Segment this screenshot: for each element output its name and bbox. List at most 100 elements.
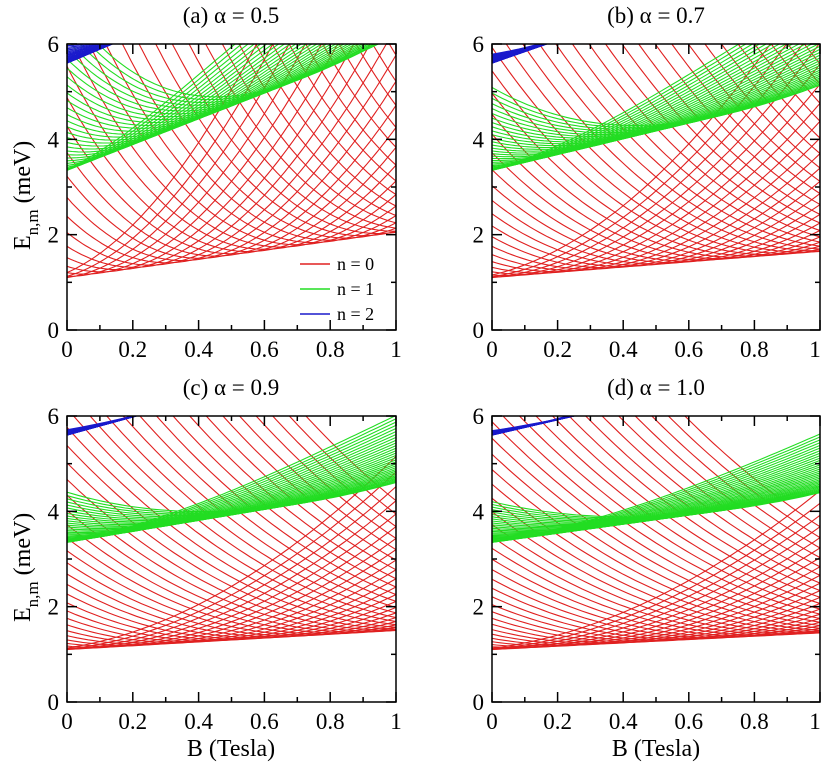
panel-c-n=0-branch bbox=[67, 478, 396, 631]
panel-c-n=0-branch bbox=[67, 583, 396, 639]
panel-d-n=0-branch bbox=[518, 416, 820, 610]
panel-b-n=0-branch bbox=[492, 151, 820, 261]
panel-b-xtick-3: 0.6 bbox=[674, 337, 703, 362]
panel-a-n=1-branch bbox=[67, 44, 308, 153]
panel-b-n=1-branch bbox=[492, 44, 820, 162]
panel-c-n=0-branch bbox=[106, 416, 396, 614]
panel-b-n=0-branch bbox=[492, 199, 820, 265]
panel-c-n=0-branch bbox=[67, 537, 396, 647]
panel-b-n=1-branch bbox=[492, 44, 740, 171]
panel-d-ticks bbox=[491, 415, 821, 703]
panel-b-n=0-branch bbox=[538, 44, 820, 250]
panel-d-n=0-branch bbox=[667, 416, 820, 539]
panel-a-xtick-5: 1 bbox=[390, 337, 402, 362]
panel-a-ticks bbox=[66, 43, 397, 331]
panel-b-n=1-branch bbox=[492, 64, 820, 147]
panel-d-n=2-branch bbox=[492, 416, 575, 432]
panel-b-n=1-branch bbox=[492, 80, 820, 132]
panel-c-n=0-branch bbox=[67, 426, 396, 626]
xlabel-right: B (Tesla) bbox=[612, 736, 700, 762]
panel-c-title: (c) α = 0.9 bbox=[183, 375, 280, 400]
panel-c-n=1-branch bbox=[67, 416, 396, 543]
panel-d-ytick-0: 0 bbox=[473, 690, 485, 715]
ylabel-bottom: En,m (meV) bbox=[10, 513, 42, 622]
panel-c-xtick-5: 1 bbox=[390, 709, 402, 734]
panel-c-n=0-branch bbox=[67, 494, 396, 632]
panel-d-n=0-branch bbox=[492, 421, 820, 620]
panel-a-xtick-3: 0.6 bbox=[250, 337, 279, 362]
panel-a-n=0-branch bbox=[67, 125, 396, 255]
panel-a-n=0-branch bbox=[88, 44, 396, 246]
panel-a-n=1-branch bbox=[67, 44, 370, 109]
panel-a-n=0-branch bbox=[255, 44, 396, 207]
panel-d-n=0-branch bbox=[492, 547, 820, 636]
panel-b-curves bbox=[492, 0, 826, 279]
panel-b: (b) α = 0.7 0 0.2 0.4 0.6 0.8 1 0 2 4 6 bbox=[473, 0, 826, 362]
panel-c-n=0-branch bbox=[67, 444, 396, 628]
panel-b-n=0-branch bbox=[492, 192, 820, 266]
panel-a-n=0-branch bbox=[67, 44, 274, 277]
panel-a-n=1-branch bbox=[67, 44, 350, 126]
panel-b-n=0-branch bbox=[787, 44, 820, 86]
panel-c-xtick-1: 0.2 bbox=[118, 709, 147, 734]
panel-c-curves bbox=[67, 416, 396, 651]
panel-b-ticks bbox=[491, 43, 821, 331]
panel-b-frame bbox=[491, 43, 821, 331]
panel-a-n=1-branch bbox=[88, 44, 378, 101]
panel-c-n=0-branch bbox=[89, 416, 396, 619]
panel-c-ytick-1: 2 bbox=[48, 595, 60, 620]
ylabel-top-main: E bbox=[10, 235, 36, 250]
panel-a-n=0-branch bbox=[138, 44, 396, 239]
panel-a-n=1-branch bbox=[67, 44, 297, 159]
panel-c-n=0-branch bbox=[67, 523, 396, 634]
panel-a-n=0-branch bbox=[396, 0, 402, 8]
panel-c: (c) α = 0.9 0 0.2 0.4 0.6 0.8 1 0 2 4 6 bbox=[48, 375, 402, 734]
panel-d-n=0-branch bbox=[492, 596, 820, 640]
panel-c-n=1-branch bbox=[67, 481, 396, 513]
panel-c-n=0-branch bbox=[67, 573, 396, 638]
panel-c-n=0-branch bbox=[67, 462, 396, 630]
panel-b-n=0-branch bbox=[638, 44, 820, 215]
panel-a-xtick-0: 0 bbox=[61, 337, 73, 362]
panel-d-xtick-1: 0.2 bbox=[543, 709, 572, 734]
panel-c-n=1-branch bbox=[67, 463, 396, 530]
panel-a-n=0-branch bbox=[288, 44, 396, 182]
panel-b-n=1-branch bbox=[492, 44, 813, 163]
panel-a-n=0-branch bbox=[338, 44, 396, 129]
panel-b-n=0-branch bbox=[671, 44, 820, 195]
panel-a-n=1-branch bbox=[97, 44, 380, 98]
panel-a-n=0-branch bbox=[238, 44, 396, 217]
ylabel-top-unit: (meV) bbox=[10, 141, 36, 204]
panel-a-n=0-branch bbox=[321, 44, 396, 149]
panel-a-n=1-branch bbox=[67, 44, 292, 162]
panel-b-n=0-branch bbox=[787, 0, 826, 50]
panel-d-ytick-2: 4 bbox=[473, 499, 485, 524]
panel-d-ytick-3: 6 bbox=[473, 404, 485, 429]
panel-b-ytick-2: 4 bbox=[473, 127, 485, 152]
xlabel-left: B (Tesla) bbox=[187, 736, 275, 762]
panel-a-n=0-branch bbox=[155, 44, 396, 237]
panel-c-xtick-2: 0.4 bbox=[184, 709, 213, 734]
panel-b-xtick-0: 0 bbox=[486, 337, 498, 362]
panel-d-ytick-1: 2 bbox=[473, 595, 485, 620]
panel-a-n=0-branch bbox=[171, 44, 396, 235]
panel-a-n=1-branch bbox=[67, 44, 303, 156]
panel-b-n=0-branch bbox=[505, 44, 820, 253]
ylabel-top: En,m (meV) bbox=[10, 141, 42, 250]
panel-b-xtick-1: 0.2 bbox=[543, 337, 572, 362]
panel-b-n=1-branch bbox=[492, 75, 820, 137]
panel-b-xtick-4: 0.8 bbox=[740, 337, 769, 362]
panel-c-n=0-branch bbox=[67, 593, 396, 640]
legend-label-n2: n = 2 bbox=[337, 304, 374, 324]
panel-b-n=0-branch bbox=[754, 44, 820, 123]
panel-d-xtick-4: 0.8 bbox=[740, 709, 769, 734]
panel-a-n=0-branch bbox=[67, 44, 355, 271]
panel-d-n=0-branch bbox=[551, 416, 820, 598]
panel-d-n=0-branch bbox=[492, 523, 820, 635]
panel-a-n=1-branch bbox=[67, 44, 367, 112]
panel-b-n=0-branch bbox=[571, 44, 820, 243]
panel-b-ytick-0: 0 bbox=[473, 318, 485, 343]
panel-a-n=0-branch bbox=[305, 44, 396, 166]
panel-a-n=0-branch bbox=[67, 80, 396, 262]
